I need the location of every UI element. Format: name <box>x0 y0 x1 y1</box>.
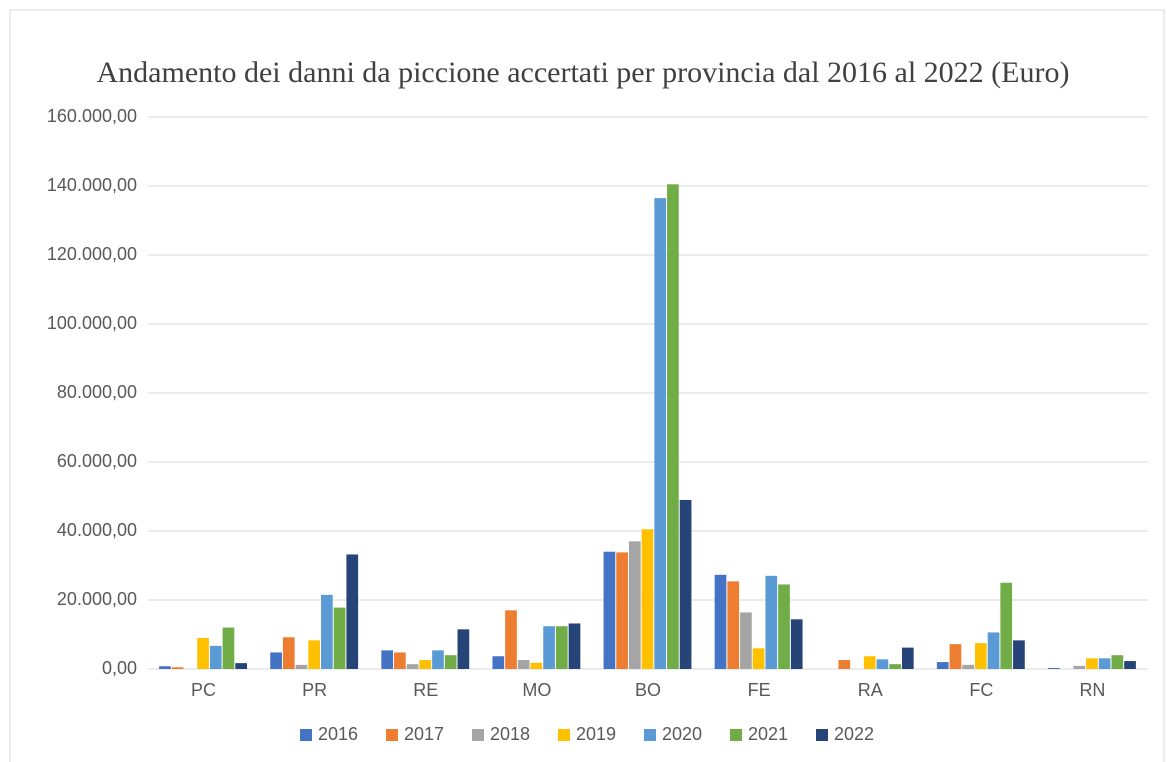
bar <box>222 627 235 669</box>
legend-swatch <box>644 729 656 741</box>
bar <box>714 574 727 669</box>
bar <box>235 663 247 669</box>
bar <box>492 656 505 669</box>
bar <box>1124 661 1136 669</box>
y-tick-label: 20.000,00 <box>57 589 137 609</box>
legend-label: 2018 <box>490 724 530 744</box>
bar <box>727 581 740 669</box>
bar <box>778 584 790 669</box>
bar <box>543 626 555 669</box>
x-tick-label: RE <box>413 680 438 700</box>
bar <box>530 662 543 669</box>
legend-label: 2019 <box>576 724 616 744</box>
bar <box>555 626 568 669</box>
bar <box>346 554 359 669</box>
y-tick-label: 120.000,00 <box>47 244 137 264</box>
y-tick-label: 80.000,00 <box>57 382 137 402</box>
bar <box>1098 658 1111 669</box>
bar <box>1013 640 1025 669</box>
bar <box>282 637 295 669</box>
bar <box>603 551 616 669</box>
bar <box>406 664 419 669</box>
legend-label: 2016 <box>318 724 358 744</box>
bar <box>197 637 209 669</box>
y-tick-label: 140.000,00 <box>47 175 137 195</box>
bar <box>333 607 346 669</box>
x-tick-label: FC <box>969 680 993 700</box>
legend-label: 2022 <box>834 724 874 744</box>
legend-swatch <box>816 729 828 741</box>
x-tick-label: RN <box>1079 680 1105 700</box>
bar <box>962 664 974 669</box>
y-tick-label: 160.000,00 <box>47 106 137 126</box>
bar <box>616 552 628 669</box>
legend-swatch <box>300 729 312 741</box>
bar <box>667 184 679 669</box>
bar <box>790 619 803 669</box>
bar <box>740 612 752 669</box>
legend-swatch <box>558 729 570 741</box>
bar <box>457 629 470 669</box>
bar <box>381 650 394 669</box>
bar <box>901 647 914 669</box>
legend-swatch <box>386 729 398 741</box>
y-tick-label: 0,00 <box>102 658 137 678</box>
x-tick-label: RA <box>858 680 883 700</box>
legend-label: 2021 <box>748 724 788 744</box>
bar <box>1000 582 1013 669</box>
bar <box>444 655 457 669</box>
bar <box>654 198 667 669</box>
bar <box>628 541 641 669</box>
bar <box>171 667 184 669</box>
y-tick-label: 100.000,00 <box>47 313 137 333</box>
bar <box>765 575 778 669</box>
bar <box>394 652 406 669</box>
bar <box>889 664 901 669</box>
legend-swatch <box>730 729 742 741</box>
bar <box>505 610 517 669</box>
bar <box>949 644 962 669</box>
bar <box>308 640 321 669</box>
bar <box>419 660 432 669</box>
x-tick-label: FE <box>748 680 771 700</box>
bar <box>321 594 333 669</box>
bar <box>752 648 765 669</box>
x-tick-label: MO <box>522 680 551 700</box>
bar <box>517 660 530 669</box>
bar <box>838 660 851 669</box>
legend-label: 2017 <box>404 724 444 744</box>
bar <box>295 664 308 669</box>
x-tick-label: PC <box>191 680 216 700</box>
chart-frame <box>9 9 1165 762</box>
bar <box>987 632 1000 669</box>
bar <box>1086 658 1098 669</box>
legend-swatch <box>472 729 484 741</box>
bar <box>1073 665 1086 669</box>
bar <box>432 650 444 669</box>
bar <box>1048 667 1060 669</box>
legend-label: 2020 <box>662 724 702 744</box>
x-tick-label: BO <box>635 680 661 700</box>
y-tick-label: 60.000,00 <box>57 451 137 471</box>
bar <box>270 652 282 669</box>
y-tick-label: 40.000,00 <box>57 520 137 540</box>
x-tick-label: PR <box>302 680 327 700</box>
bar <box>641 529 654 669</box>
bar <box>876 659 889 669</box>
bar <box>1111 655 1124 669</box>
bar <box>568 623 581 669</box>
bar <box>209 645 222 669</box>
bar <box>936 662 949 669</box>
bar <box>679 499 692 669</box>
bar <box>974 643 987 669</box>
bar <box>159 666 171 669</box>
bar <box>863 656 876 669</box>
chart-title: Andamento dei danni da piccione accertat… <box>97 56 1070 89</box>
